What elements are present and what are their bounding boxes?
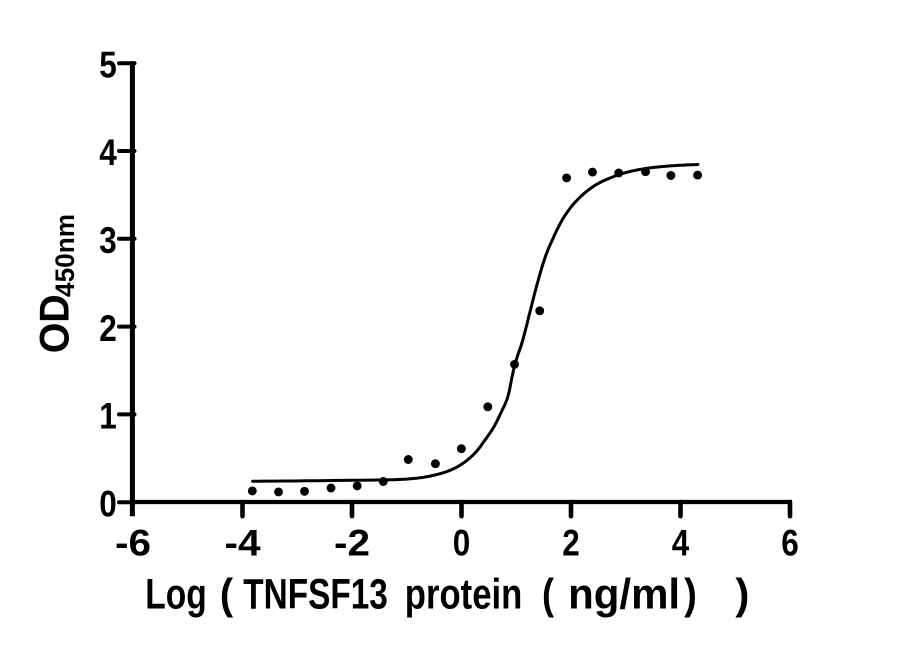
svg-text:-2: -2 xyxy=(334,521,370,563)
svg-text:5: 5 xyxy=(99,43,117,85)
svg-text:): ) xyxy=(735,571,749,619)
svg-text:1: 1 xyxy=(99,395,117,437)
svg-text:450nm: 450nm xyxy=(50,214,80,297)
svg-text:-6: -6 xyxy=(115,521,151,563)
svg-text:TNFSF13: TNFSF13 xyxy=(243,571,387,619)
svg-text:4: 4 xyxy=(99,131,117,173)
svg-text:2: 2 xyxy=(562,521,580,563)
svg-text:Log: Log xyxy=(145,571,207,619)
svg-text:6: 6 xyxy=(781,521,799,563)
svg-text:2: 2 xyxy=(99,307,117,349)
svg-text:(: ( xyxy=(220,571,234,619)
svg-text:): ) xyxy=(684,571,697,619)
svg-text:(: ( xyxy=(542,571,555,619)
svg-text:0: 0 xyxy=(99,482,117,524)
svg-text:ng/ml: ng/ml xyxy=(568,571,680,619)
svg-text:protein: protein xyxy=(405,571,523,619)
svg-text:0: 0 xyxy=(453,521,471,563)
svg-text:4: 4 xyxy=(672,521,690,563)
svg-text:3: 3 xyxy=(99,219,117,261)
svg-text:-4: -4 xyxy=(225,521,261,563)
svg-text:OD: OD xyxy=(31,294,78,353)
